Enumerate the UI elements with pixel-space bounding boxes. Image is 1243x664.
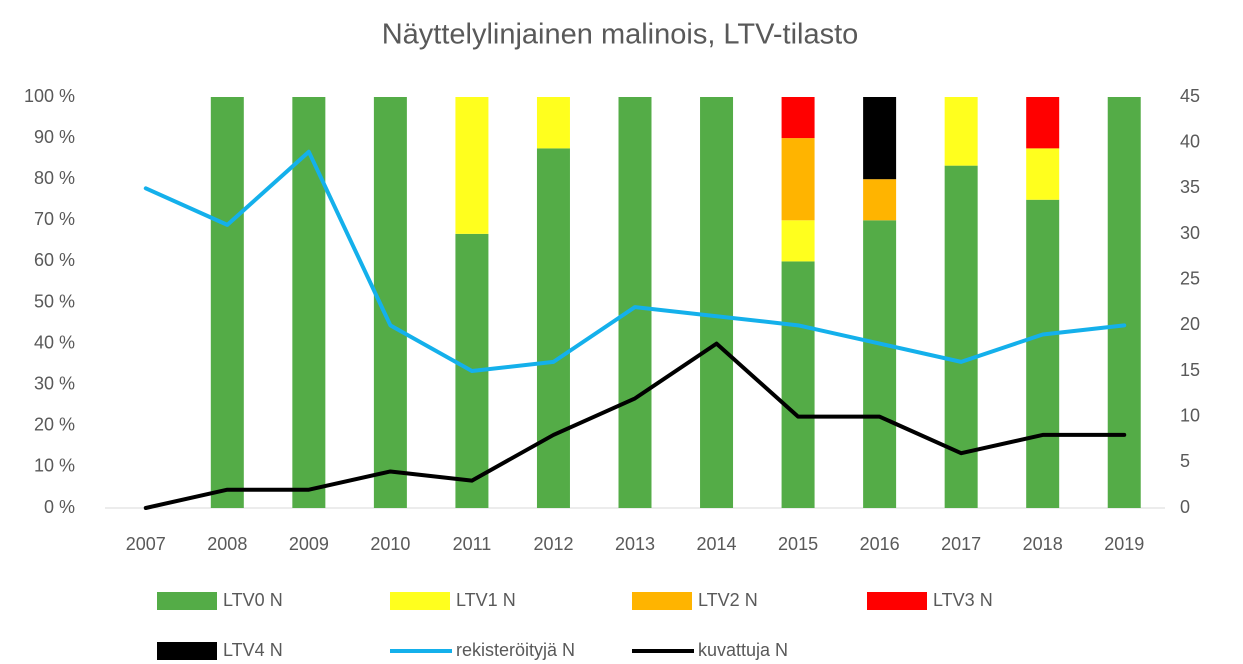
legend-label: rekisteröityjä N xyxy=(456,640,575,660)
bar-segment xyxy=(1026,97,1060,149)
bar-segment xyxy=(1026,148,1060,200)
x-tick-label: 2013 xyxy=(615,534,655,554)
x-tick-label: 2008 xyxy=(207,534,247,554)
y-tick-label: 20 % xyxy=(34,415,75,435)
bar-segment xyxy=(781,261,815,508)
legend-swatch xyxy=(157,642,217,660)
legend-label: LTV3 N xyxy=(933,590,993,610)
line-series xyxy=(143,149,1127,373)
legend-label: kuvattuja N xyxy=(698,640,788,660)
y-tick-label: 50 % xyxy=(34,291,75,311)
bar-segment xyxy=(781,138,815,221)
bar-segment xyxy=(944,97,978,166)
bar-segment xyxy=(700,97,734,508)
chart-title: Näyttelylinjainen malinois, LTV-tilasto xyxy=(382,19,859,51)
x-tick-label: 2019 xyxy=(1104,534,1144,554)
x-tick-label: 2012 xyxy=(533,534,573,554)
x-tick-label: 2017 xyxy=(941,534,981,554)
legend-label: LTV2 N xyxy=(698,590,758,610)
bar-segment xyxy=(781,97,815,139)
bar-segment xyxy=(455,97,489,234)
bar-segment xyxy=(1107,97,1141,508)
bar-segment xyxy=(863,179,897,221)
x-tick-label: 2015 xyxy=(778,534,818,554)
bar-segment xyxy=(292,97,326,508)
bar-segment xyxy=(781,220,815,262)
y2-tick-label: 10 xyxy=(1180,405,1200,425)
y2-tick-label: 20 xyxy=(1180,314,1200,334)
y-tick-label: 30 % xyxy=(34,373,75,393)
legend-label: LTV1 N xyxy=(456,590,516,610)
x-tick-label: 2018 xyxy=(1023,534,1063,554)
x-tick-label: 2014 xyxy=(697,534,737,554)
bar-segment xyxy=(618,97,652,508)
legend-label: LTV4 N xyxy=(223,640,283,660)
y2-tick-label: 0 xyxy=(1180,497,1190,517)
y-tick-label: 60 % xyxy=(34,250,75,270)
bar-segment xyxy=(863,97,897,180)
legend-swatch xyxy=(632,592,692,610)
y2-tick-label: 35 xyxy=(1180,177,1200,197)
x-tick-label: 2009 xyxy=(289,534,329,554)
y-tick-label: 10 % xyxy=(34,456,75,476)
x-tick-label: 2007 xyxy=(126,534,166,554)
y2-tick-label: 40 xyxy=(1180,131,1200,151)
y2-tick-label: 25 xyxy=(1180,268,1200,288)
bar-segment xyxy=(210,97,244,508)
y-tick-label: 80 % xyxy=(34,168,75,188)
legend-label: LTV0 N xyxy=(223,590,283,610)
bar-segment xyxy=(536,148,570,508)
x-tick-label: 2010 xyxy=(370,534,410,554)
legend-swatch xyxy=(867,592,927,610)
y2-tick-label: 5 xyxy=(1180,451,1190,471)
y2-tick-label: 45 xyxy=(1180,86,1200,106)
y-tick-label: 0 % xyxy=(44,497,75,517)
x-tick-label: 2011 xyxy=(453,534,492,554)
y-tick-label: 100 % xyxy=(24,86,75,106)
bar-segment xyxy=(863,220,897,509)
bar-segment xyxy=(536,97,570,149)
y-tick-label: 40 % xyxy=(34,332,75,352)
y2-tick-label: 30 xyxy=(1180,223,1200,243)
line-series xyxy=(143,341,1127,510)
legend-swatch xyxy=(157,592,217,610)
x-tick-label: 2016 xyxy=(860,534,900,554)
y-tick-label: 90 % xyxy=(34,127,75,147)
y2-tick-label: 15 xyxy=(1180,360,1200,380)
bar-segment xyxy=(1026,199,1060,508)
bar-segment xyxy=(944,165,978,508)
y-tick-label: 70 % xyxy=(34,209,75,229)
legend-swatch xyxy=(390,592,450,610)
